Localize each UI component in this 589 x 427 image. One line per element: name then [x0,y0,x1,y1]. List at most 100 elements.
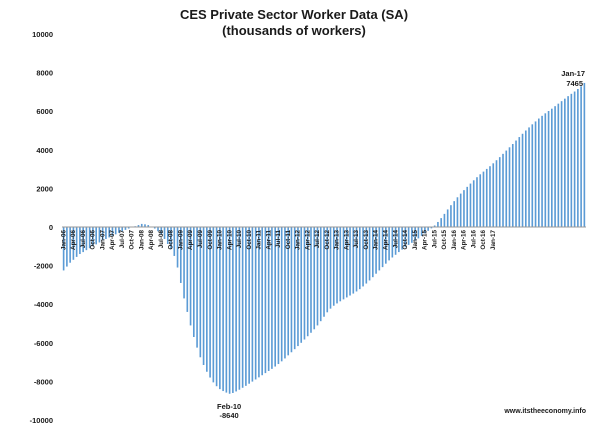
bar [98,227,101,243]
x-tick-label: Jul-08 [158,230,165,249]
bar [355,227,358,292]
bar [358,227,361,290]
bar [492,163,495,227]
bar [235,227,237,392]
bar [238,227,241,390]
bar [62,227,65,271]
source-credit: www.itstheeconomy.info [503,408,586,415]
bar [140,223,143,227]
x-tick-label: Apr-08 [148,230,155,250]
x-tick-label: Apr-16 [461,230,468,250]
x-tick-label: Jul-13 [353,230,360,249]
bar [554,106,556,227]
x-tick-label: Jan-12 [295,230,302,250]
bar [476,177,478,227]
bar [391,227,394,258]
bar [66,227,68,267]
x-tick-label: Apr-12 [304,230,311,250]
bar [323,227,325,317]
bar [202,227,205,365]
bar [524,130,527,227]
bar [196,227,198,348]
bar [258,227,260,378]
bar [544,113,547,227]
bar [394,227,397,255]
bar [433,225,436,227]
bar [284,227,286,359]
bar [485,168,488,227]
x-tick-label: Apr-10 [226,230,233,250]
bar [293,227,296,350]
bar [225,227,228,393]
bar [463,190,465,227]
bar [349,227,351,296]
bar [79,227,81,255]
bar [515,140,517,227]
bar [241,227,244,388]
bar [193,227,195,338]
bar [531,124,534,227]
bar [342,227,345,300]
x-tick-label: Apr-07 [109,230,116,250]
bar [82,227,84,253]
bar [339,227,342,302]
bar [577,89,579,227]
bar [365,227,368,284]
bar [105,227,107,239]
bar [271,227,273,369]
bar [186,227,189,312]
bar [209,227,211,378]
bar [166,227,169,244]
bar [352,227,355,294]
bar [362,227,364,287]
y-tick-label: 8000 [36,69,53,78]
bar [430,227,433,229]
bar [456,197,459,227]
bar [414,227,416,241]
annotation-value-label: -8640 [220,411,239,420]
bar [254,227,257,380]
bar [160,227,163,235]
bar [378,227,381,271]
bar [147,225,150,227]
bar [163,227,166,239]
x-tick-label: Apr-11 [265,230,272,250]
bar [72,227,75,260]
x-tick-label: Jan-14 [373,230,380,250]
x-tick-label: Jul-07 [119,230,126,249]
x-tick-label: Jan-08 [138,230,145,250]
bar [580,86,582,227]
bar [567,96,569,228]
x-tick-label: Oct-16 [480,230,487,250]
bar [264,227,267,374]
y-tick-label: -2000 [34,262,53,271]
bar [332,227,335,306]
x-tick-label: Jan-09 [177,230,184,250]
bar [85,227,88,251]
bar [498,157,501,227]
bar [437,221,439,227]
bar [469,183,472,227]
bar [170,227,172,250]
bar [479,174,482,227]
bar [329,227,332,309]
y-tick-label: -4000 [34,300,53,309]
bar [274,227,276,367]
bar [453,201,455,227]
bar [336,227,338,304]
bar [573,91,576,227]
bar [173,227,176,256]
y-tick-label: 0 [49,223,53,232]
x-tick-label: Oct-10 [246,230,253,250]
bar [212,227,215,383]
y-tick-label: 10000 [32,30,53,39]
x-tick-label: Oct-08 [168,230,175,250]
bar [521,133,524,227]
x-tick-label: Oct-11 [285,230,292,250]
x-tick-label: Oct-09 [207,230,214,250]
y-tick-label: 6000 [36,107,53,116]
chart-subtitle: (thousands of workers) [222,23,366,38]
x-tick-label: Jan-15 [412,230,419,250]
bar [388,227,390,261]
bar [424,227,426,234]
